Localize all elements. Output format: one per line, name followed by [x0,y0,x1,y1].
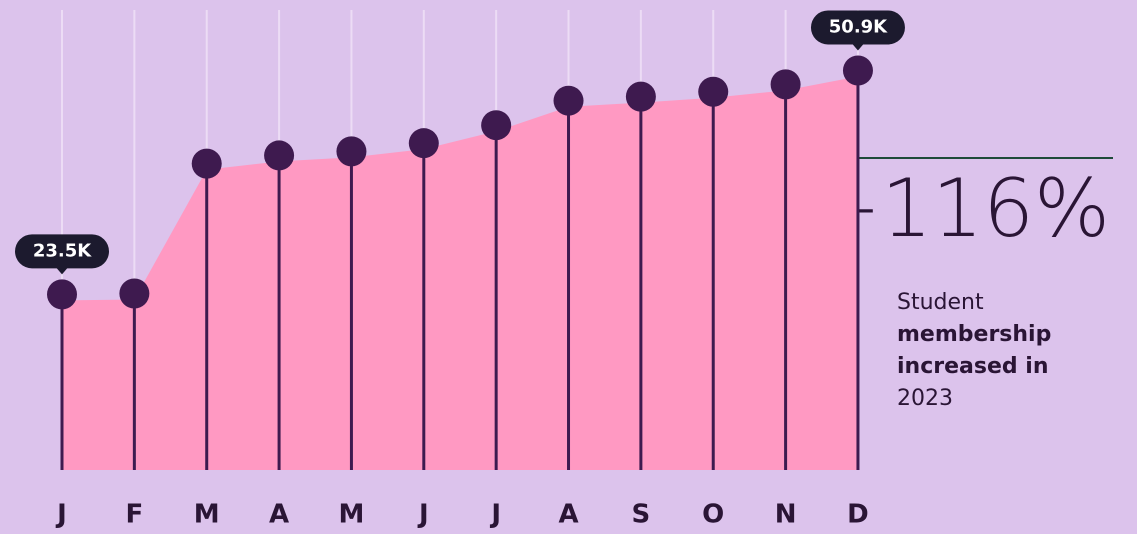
point [336,136,367,167]
label-pointer [851,43,864,51]
label-pill [15,234,109,269]
x-tick-label: O [702,500,724,530]
x-tick-label: J [55,500,67,530]
value-label-text: 50.9K [829,16,888,37]
point [553,85,584,116]
note-line: increased in [897,354,1049,379]
note-line: 2023 [897,386,953,411]
label-pointer [56,267,68,275]
point [770,69,801,100]
point [191,148,222,179]
x-tick-label: A [558,500,578,530]
x-tick-label: S [632,500,651,530]
point [264,140,295,171]
point [47,279,77,310]
x-tick-label: D [847,500,869,530]
x-tick-label: M [339,500,365,530]
value-label-text: 23.5K [33,240,92,261]
value-label: 23.5K [15,234,109,275]
point [842,55,873,86]
point [119,278,150,309]
x-tick-label: J [417,500,429,530]
annotation: +116% [814,162,1110,255]
label-pill [810,10,905,45]
point [408,128,439,159]
x-tick-label: J [489,500,501,530]
x-tick-label: N [775,500,797,530]
area [62,76,858,470]
value-label: 50.9K [810,10,905,51]
note-line: Student [897,290,984,315]
x-tick-label: A [269,500,289,530]
x-tick-label: F [125,500,143,530]
point [625,81,656,112]
note-line: membership [897,322,1051,347]
point [698,76,729,107]
point [481,110,512,141]
x-tick-label: M [194,500,220,530]
